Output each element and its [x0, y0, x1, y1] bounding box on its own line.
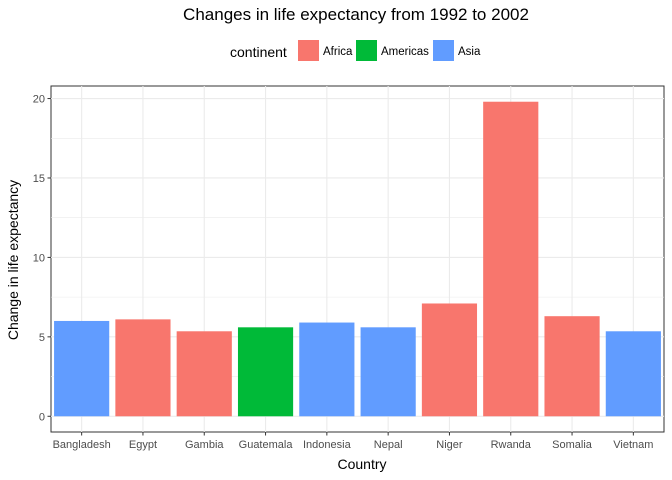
bar-rwanda	[483, 101, 539, 417]
bar-indonesia	[299, 322, 355, 417]
bar-vietnam	[605, 331, 661, 417]
bar-guatemala	[237, 327, 294, 417]
legend-title: continent	[230, 44, 287, 60]
bar-niger	[421, 303, 478, 417]
x-axis: Bangladesh Egypt Gambia Guatemala Indonesia N…	[53, 432, 653, 451]
legend-label-africa: Africa	[323, 46, 353, 58]
bar-nepal	[360, 327, 416, 417]
legend: continent Africa Americas Asia	[230, 40, 481, 61]
bars	[54, 101, 661, 417]
y-tick-label: 15	[33, 173, 45, 185]
x-tick-label: Vietnam	[613, 439, 653, 451]
legend-label-americas: Americas	[381, 46, 429, 58]
y-tick-label: 10	[33, 252, 45, 264]
x-tick-label: Rwanda	[491, 439, 532, 451]
x-tick-label: Guatemala	[239, 439, 294, 451]
legend-key-africa	[298, 40, 319, 61]
y-axis-title: Change in life expectancy	[5, 180, 21, 340]
bar-bangladesh	[54, 320, 110, 417]
x-tick-label: Nepal	[374, 439, 403, 451]
y-tick-label: 20	[33, 94, 45, 106]
y-tick-label: 5	[39, 332, 45, 344]
x-axis-title: Country	[337, 456, 386, 472]
x-tick-label: Somalia	[552, 439, 593, 451]
x-tick-label: Bangladesh	[53, 439, 111, 451]
bar-gambia	[176, 331, 232, 417]
bar-egypt	[115, 319, 171, 417]
x-tick-label: Indonesia	[303, 439, 352, 451]
y-tick-label: 0	[39, 411, 45, 423]
x-tick-label: Gambia	[185, 439, 224, 451]
x-tick-label: Niger	[436, 439, 463, 451]
bar-somalia	[544, 316, 600, 417]
legend-label-asia: Asia	[458, 46, 481, 58]
legend-key-asia	[433, 40, 454, 61]
legend-key-americas	[356, 40, 377, 61]
y-axis: 0 5 10 15 20	[33, 94, 51, 423]
x-tick-label: Egypt	[129, 439, 157, 451]
chart-title: Changes in life expectancy from 1992 to …	[183, 5, 529, 24]
